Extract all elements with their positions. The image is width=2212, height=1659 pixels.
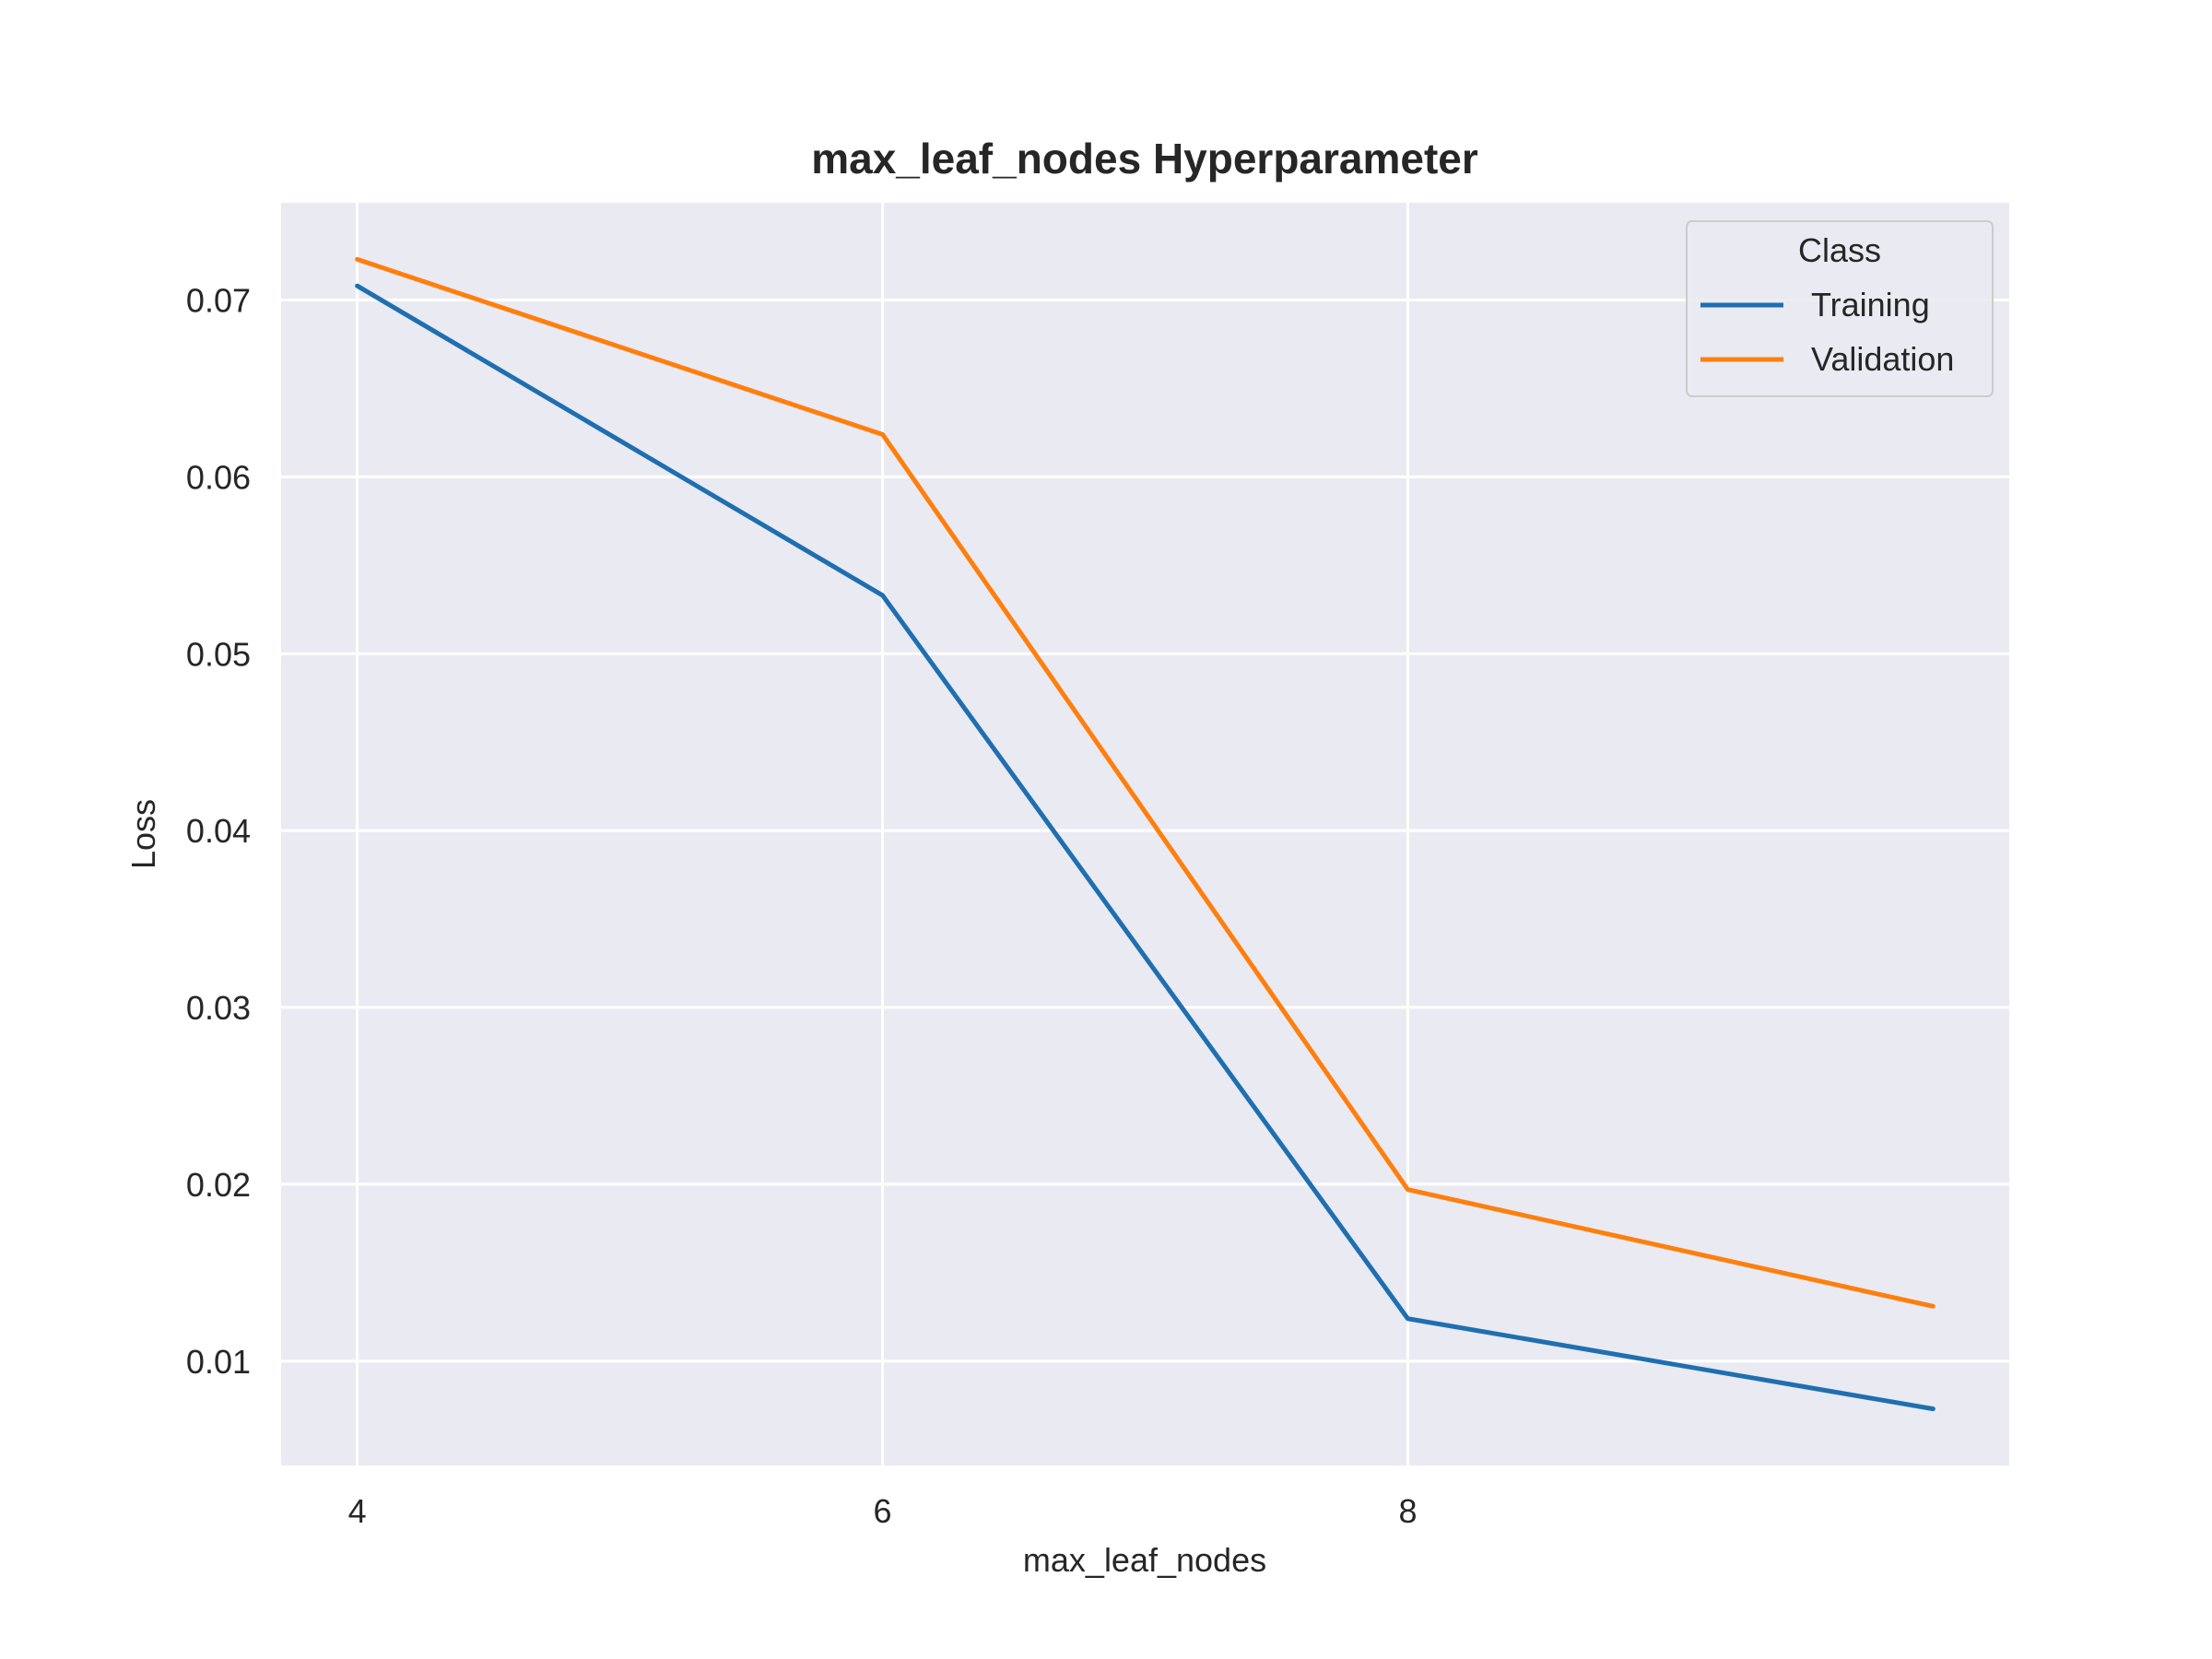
y-tick-label: 0.04 bbox=[186, 812, 251, 850]
y-tick-label: 0.06 bbox=[186, 458, 251, 496]
y-axis-ticks: 0.01 0.02 0.03 0.04 0.05 0.06 0.07 bbox=[186, 282, 251, 1381]
series-line-validation bbox=[355, 256, 1936, 1309]
series-line-training bbox=[355, 283, 1936, 1412]
y-tick-label: 0.03 bbox=[186, 989, 251, 1027]
x-axis-label: max_leaf_nodes bbox=[1023, 1541, 1266, 1579]
series-lines bbox=[355, 256, 1936, 1412]
legend-box bbox=[1686, 220, 1994, 397]
chart-title: max_leaf_nodes Hyperparameter bbox=[811, 135, 1478, 182]
y-tick-label: 0.02 bbox=[186, 1166, 251, 1204]
x-axis-ticks: 4 6 8 bbox=[348, 1492, 1418, 1530]
legend-title: Class bbox=[1798, 231, 1881, 269]
y-tick-label: 0.01 bbox=[186, 1343, 251, 1381]
legend-label-validation: Validation bbox=[1811, 340, 1954, 378]
legend: Class Training Validation bbox=[1686, 220, 1994, 397]
x-tick-label: 8 bbox=[1398, 1492, 1417, 1530]
x-tick-label: 6 bbox=[874, 1492, 892, 1530]
y-tick-label: 0.07 bbox=[186, 282, 251, 320]
y-tick-label: 0.05 bbox=[186, 635, 251, 673]
legend-label-training: Training bbox=[1811, 286, 1930, 324]
x-tick-label: 4 bbox=[348, 1492, 367, 1530]
y-axis-label: Loss bbox=[124, 799, 162, 869]
